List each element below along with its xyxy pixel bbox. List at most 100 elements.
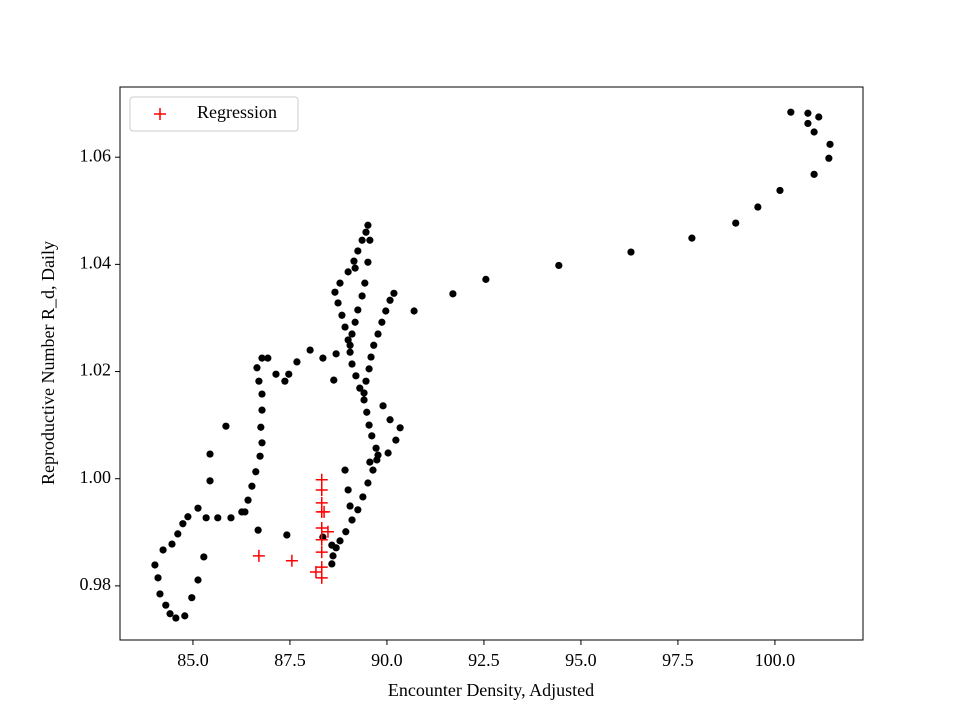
dot-marker	[359, 493, 367, 501]
dot-marker	[194, 504, 202, 512]
dot-marker	[241, 508, 249, 516]
legend-box	[129, 96, 299, 132]
dot-marker	[222, 422, 230, 430]
plus-marker	[315, 571, 328, 584]
dot-marker	[253, 364, 261, 372]
plus-marker	[318, 505, 331, 518]
dot-marker	[154, 574, 162, 582]
plus-marker	[285, 554, 298, 567]
dot-marker	[206, 450, 214, 458]
dot-marker	[257, 423, 265, 431]
x-tick-label: 90.0	[371, 650, 403, 670]
x-tick-label: 87.5	[274, 650, 306, 670]
dot-marker	[285, 370, 293, 378]
dot-marker	[365, 365, 373, 373]
dot-marker	[319, 354, 327, 362]
dot-marker	[364, 258, 372, 266]
plus-marker	[315, 496, 328, 509]
dot-marker	[348, 330, 356, 338]
dot-marker	[826, 140, 834, 148]
dot-marker	[810, 170, 818, 178]
dot-marker	[366, 236, 374, 244]
dot-marker	[352, 372, 360, 380]
dot-marker	[344, 268, 352, 276]
dot-marker	[293, 358, 301, 366]
dot-marker	[754, 203, 762, 211]
dot-marker	[356, 384, 364, 392]
plus-marker	[321, 525, 334, 538]
y-tick-label: 1.06	[80, 145, 112, 165]
dot-marker	[272, 370, 280, 378]
dot-marker	[258, 406, 266, 414]
dot-marker	[815, 113, 823, 121]
dot-marker	[306, 346, 314, 354]
dot-marker	[366, 458, 374, 466]
dot-marker	[804, 109, 812, 117]
dot-marker	[283, 531, 291, 539]
dot-marker	[341, 466, 349, 474]
dot-marker	[354, 506, 362, 514]
dot-marker	[258, 390, 266, 398]
dot-marker	[410, 307, 418, 315]
dot-marker	[364, 479, 372, 487]
dot-marker	[329, 552, 337, 560]
plus-marker	[315, 522, 328, 535]
plus-marker	[315, 483, 328, 496]
dot-marker	[256, 452, 264, 460]
dot-marker	[732, 219, 740, 227]
dot-marker	[346, 341, 354, 349]
dot-marker	[252, 468, 260, 476]
y-tick-label: 1.02	[80, 360, 112, 380]
x-tick-label: 100.0	[755, 650, 796, 670]
dot-marker	[379, 402, 387, 410]
x-axis-label: Encounter Density, Adjusted	[388, 680, 594, 700]
dot-marker	[369, 466, 377, 474]
plus-marker	[315, 533, 328, 546]
dot-marker	[348, 360, 356, 368]
plus-marker	[252, 549, 265, 562]
dot-marker	[365, 421, 373, 429]
plus-marker	[315, 561, 328, 574]
dot-marker	[248, 482, 256, 490]
dot-marker	[338, 311, 346, 319]
dot-marker	[360, 396, 368, 404]
dot-marker	[382, 307, 390, 315]
dot-marker	[341, 323, 349, 331]
dot-marker	[627, 248, 635, 256]
dot-marker	[166, 610, 174, 618]
dot-marker	[350, 257, 358, 265]
dot-marker	[396, 424, 404, 432]
dot-marker	[449, 290, 457, 298]
dot-marker	[360, 389, 368, 397]
dot-marker	[172, 614, 180, 622]
dot-marker	[482, 275, 490, 283]
legend-marker	[154, 108, 166, 120]
dot-marker	[367, 353, 375, 361]
legend-label: Regression	[197, 102, 277, 122]
dot-marker	[254, 526, 262, 534]
dot-marker	[200, 553, 208, 561]
dot-marker	[351, 264, 359, 272]
dot-marker	[244, 496, 252, 504]
dot-marker	[362, 228, 370, 236]
y-tick-label: 1.00	[80, 467, 112, 487]
dot-marker	[342, 528, 350, 536]
dot-marker	[370, 341, 378, 349]
dot-marker	[390, 289, 398, 297]
x-tick-label: 92.5	[468, 650, 500, 670]
plus-marker	[309, 565, 322, 578]
dot-marker	[804, 119, 812, 128]
dot-marker	[351, 318, 359, 326]
dot-marker	[688, 234, 696, 242]
dot-marker	[354, 306, 362, 314]
dot-marker	[372, 444, 380, 452]
dot-marker	[206, 477, 214, 485]
dot-marker	[344, 486, 352, 494]
x-tick-label: 85.0	[177, 650, 209, 670]
dot-marker	[162, 601, 170, 609]
dot-marker	[214, 514, 222, 522]
dot-marker	[358, 236, 366, 244]
dot-marker	[384, 449, 392, 457]
